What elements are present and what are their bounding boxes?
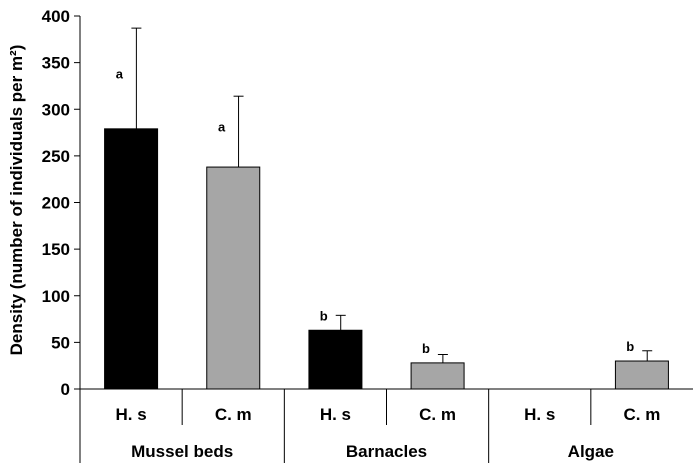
y-tick-label: 400 <box>42 7 70 26</box>
x-category-label: C. m <box>419 405 456 424</box>
bar <box>410 362 465 390</box>
y-tick-label: 250 <box>42 147 70 166</box>
significance-label: b <box>626 339 634 354</box>
significance-label: a <box>218 120 226 135</box>
bars: a a b b b <box>104 27 669 390</box>
x-group-label: Barnacles <box>346 442 427 461</box>
y-tick-label: 300 <box>42 100 70 119</box>
x-category-label: H. s <box>524 405 555 424</box>
y-tick-label: 50 <box>51 333 70 352</box>
significance-label: b <box>320 308 328 323</box>
significance-label: a <box>116 66 124 81</box>
x-group-label: Mussel beds <box>131 442 233 461</box>
bar <box>614 360 669 390</box>
x-category-label: C. m <box>215 405 252 424</box>
x-category-label: C. m <box>623 405 660 424</box>
y-axis-title: Density (number of individuals per m²) <box>7 45 26 356</box>
bar <box>308 329 363 390</box>
y-tick-label: 350 <box>42 54 70 73</box>
y-tick-label: 100 <box>42 287 70 306</box>
significance-label: b <box>422 341 430 356</box>
y-tick-label: 0 <box>61 380 70 399</box>
y-tick-label: 150 <box>42 240 70 259</box>
bar <box>104 128 159 390</box>
x-category-label: H. s <box>115 405 146 424</box>
y-tick-label: 200 <box>42 194 70 213</box>
bar <box>206 166 261 390</box>
x-category-label: H. s <box>320 405 351 424</box>
x-axis: H. s C. m H. s C. m H. s C. m Mussel beds Barna… <box>79 388 693 463</box>
y-axis: 0 50 100 150 200 250 300 350 400 <box>42 7 81 399</box>
x-group-label: Algae <box>568 442 614 461</box>
